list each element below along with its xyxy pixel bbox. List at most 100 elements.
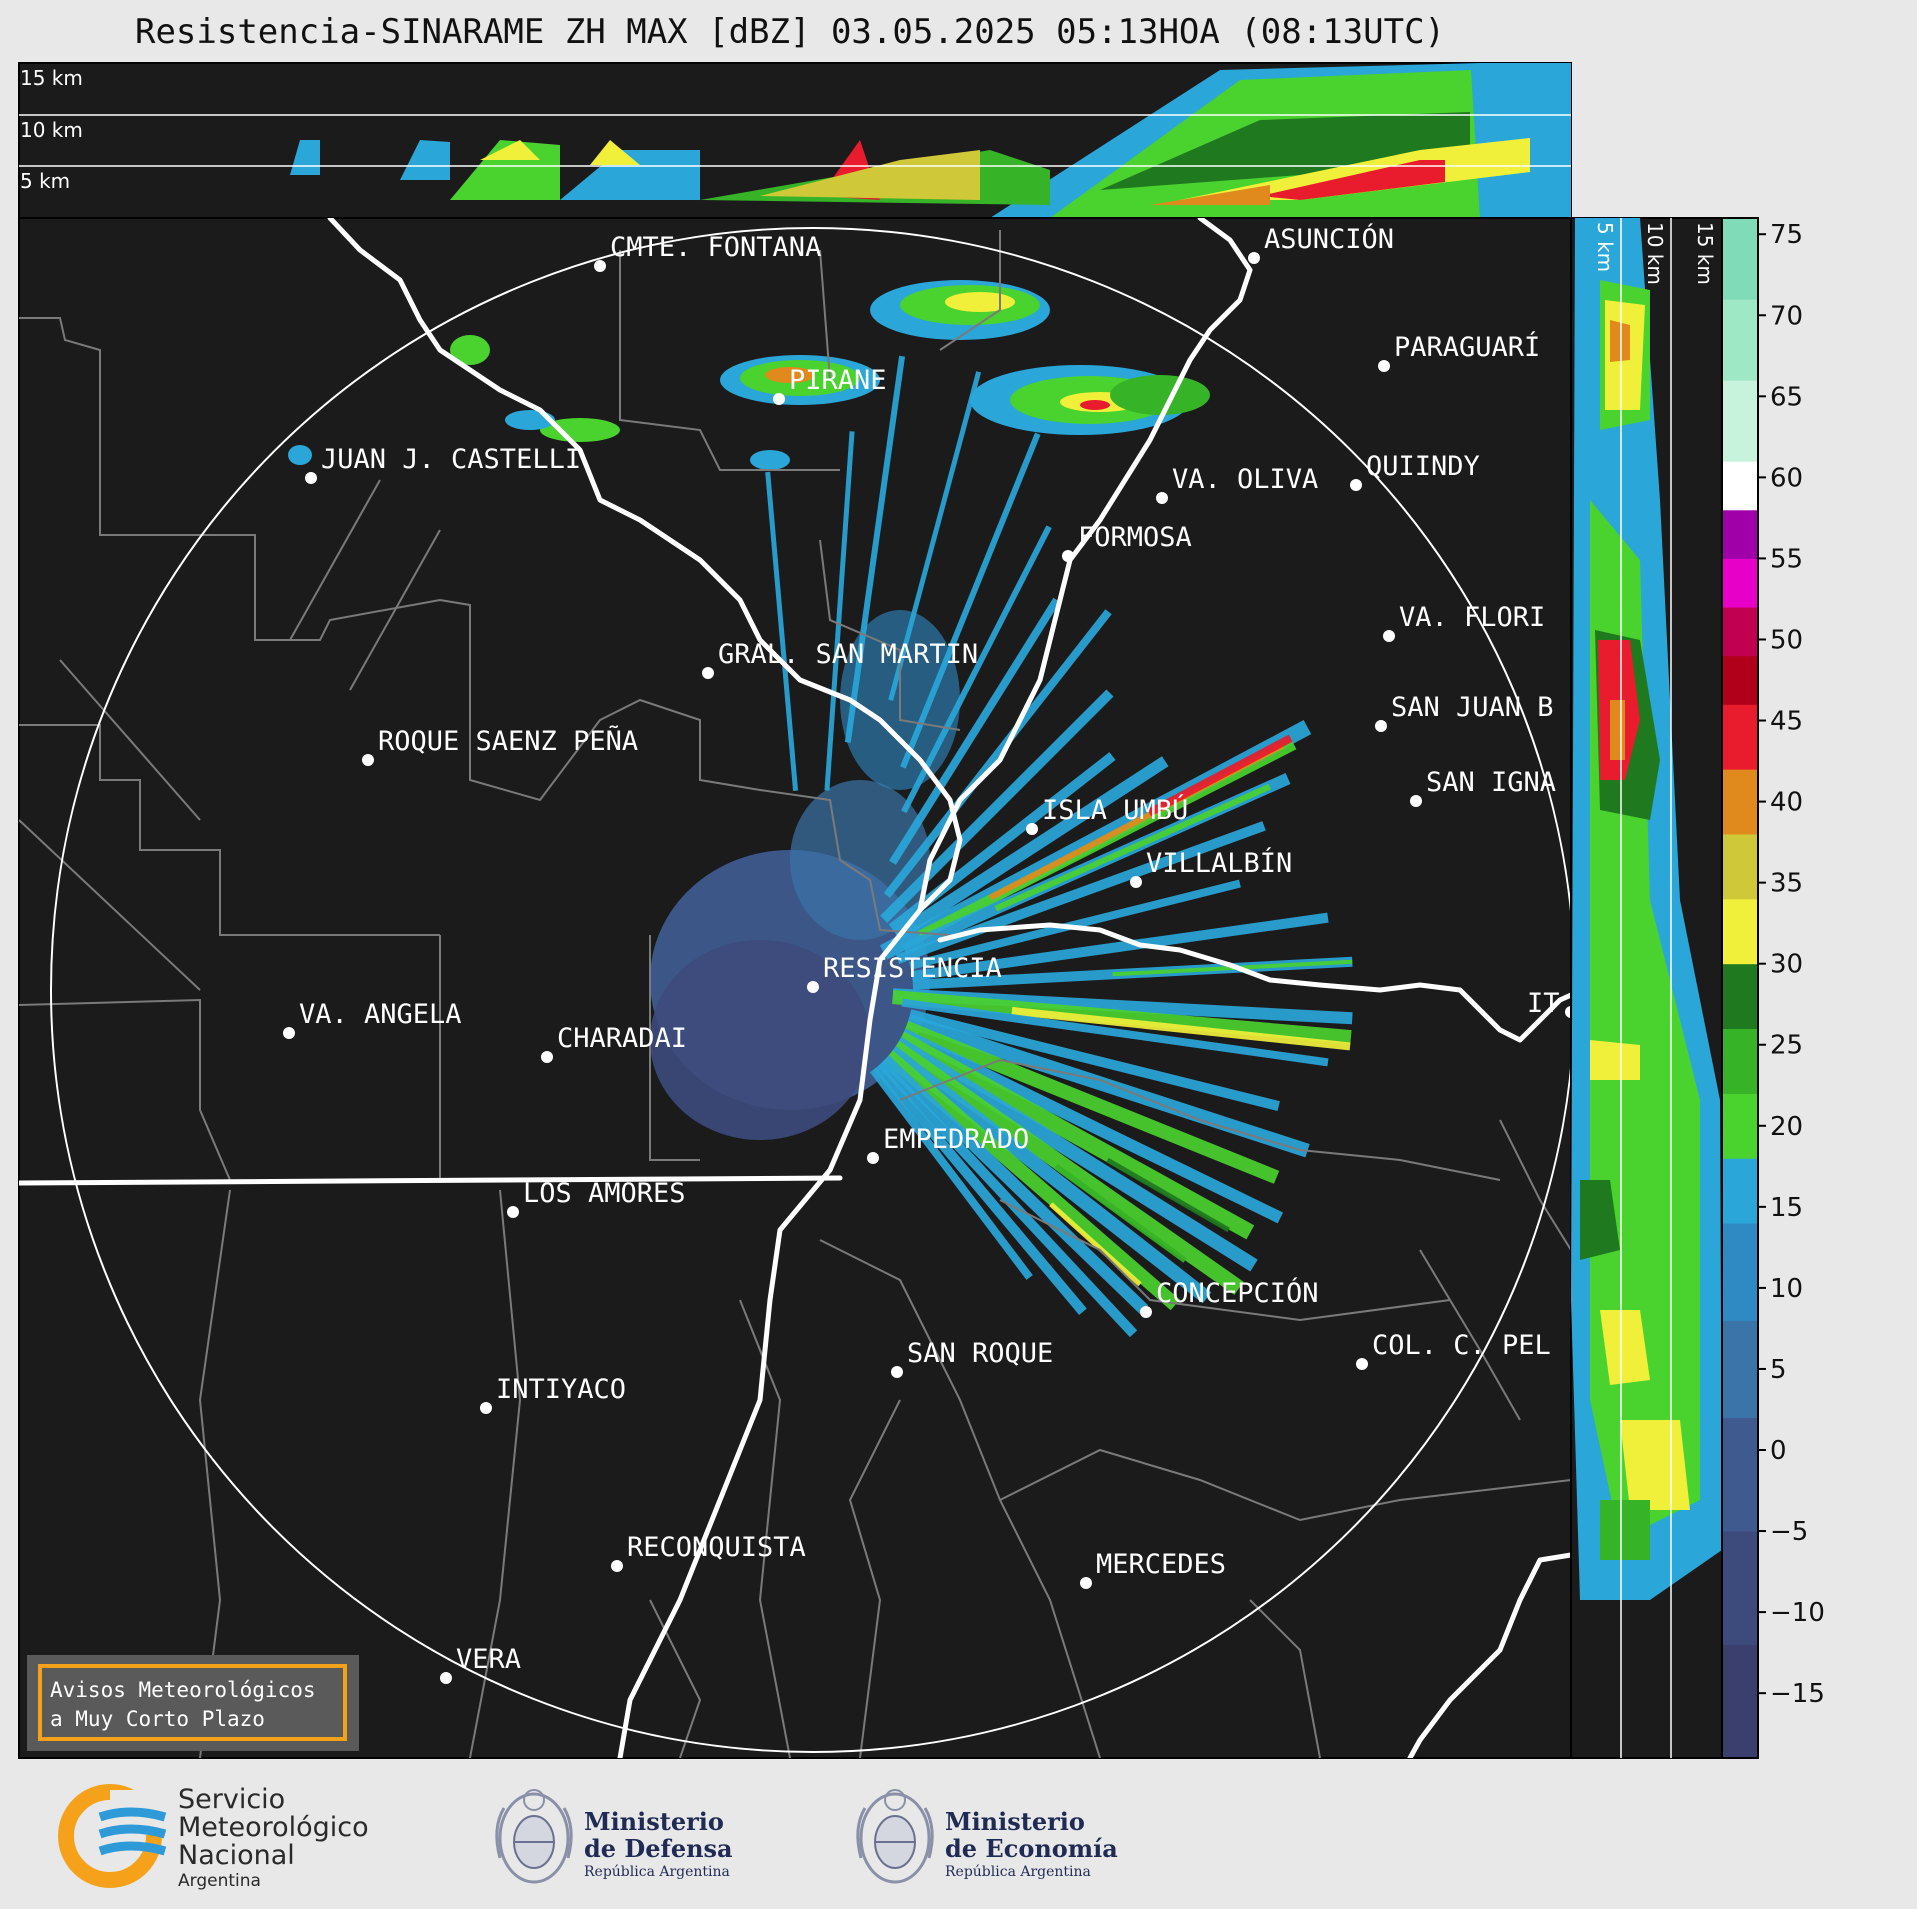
alert-box[interactable]: Avisos Meteorológicos a Muy Corto Plazo [27,1655,359,1751]
city-label: RESISTENCIA [823,953,1002,984]
colorbar-tick-label: 20 [1770,1112,1803,1142]
colorbar-tick-label: 75 [1770,220,1803,250]
city-label: ASUNCIÓN [1264,223,1394,255]
city-label: VERA [456,1644,521,1675]
echo-beam-28 [890,1040,1244,1295]
city-5: VA. OLIVA [1156,464,1318,504]
city-22: SAN ROQUE [891,1338,1053,1378]
smn-logo-line2: Meteorológico [178,1812,369,1843]
side-cross-section-panel: 5 km 10 km 15 km [1570,217,1723,1759]
colorbar-swatch-13 [1722,655,1758,705]
colorbar-swatch-12 [1722,704,1758,770]
colorbar-swatch-3 [1722,1320,1758,1419]
city-17: VA. ANGELA [283,999,462,1039]
colorbar-tick-label: 55 [1770,544,1803,574]
defensa-line1: Ministerio [584,1807,724,1836]
echo-beam-3 [1147,734,1293,817]
city-11: ROQUE SAENZ PEÑA [362,725,638,766]
city-marker-icon [594,260,606,272]
echo-beam-11 [889,597,1061,865]
colorbar-swatch-10 [1722,834,1758,900]
political-boundaries [19,230,1571,1758]
colorbar-swatch-16 [1722,509,1758,559]
coat-of-arms-icon [856,1789,934,1884]
echo-beam-21 [901,998,1329,1067]
city-marker-icon [1565,1006,1571,1018]
defensa-line2: de Defensa [584,1834,733,1863]
colorbar-swatch-9 [1722,898,1758,965]
coat-of-arms-icon [495,1789,573,1884]
city-15: RESISTENCIA [807,953,1002,993]
city-4: JUAN J. CASTELLI [305,444,581,484]
economia-logo: Ministerio de Economía República Argenti… [856,1789,1118,1884]
colorbar-swatch-8 [1722,963,1758,1030]
city-1: ASUNCIÓN [1248,223,1394,264]
economia-line3: República Argentina [945,1864,1091,1880]
smn-wave-icon [98,1807,167,1822]
city-3: PIRANE [773,365,887,405]
city-marker-icon [283,1027,295,1039]
city-marker-icon [867,1152,879,1164]
side-height-label-10km: 10 km [1643,222,1667,285]
echo-beam-9 [880,689,1114,923]
city-label: SAN ROQUE [907,1338,1053,1369]
colorbar-tick-label: 35 [1770,869,1803,899]
alert-box-line1: Avisos Meteorológicos [50,1678,316,1702]
colorbar-swatch-2 [1722,1417,1758,1532]
side-height-label-5km: 5 km [1593,222,1617,272]
city-8: VA. FLORI [1383,602,1545,642]
colorbar-tick-label: 15 [1770,1193,1803,1223]
city-label: MERCEDES [1096,1549,1226,1580]
city-markers: CMTE. FONTANA ASUNCIÓN PARAGUARÍ PIRANE JUAN… [283,223,1571,1684]
city-label: ISLA UMBÚ [1042,794,1188,826]
rivers-and-borders [19,218,1571,1758]
city-label: GRAL. SAN MARTIN [718,639,978,670]
city-marker-icon [1383,630,1395,642]
city-21: CONCEPCIÓN [1140,1277,1319,1318]
colorbar-tick-label: −5 [1770,1517,1808,1547]
city-marker-icon [1356,1358,1368,1370]
city-label: ROQUE SAENZ PEÑA [378,725,638,757]
echo-beam-38 [888,371,982,701]
colorbar-tick-label: 70 [1770,301,1803,331]
echo-beam-26 [896,1031,1255,1240]
city-label: CHARADAI [557,1023,687,1054]
colorbar-swatch-4 [1722,1223,1758,1321]
city-label: LOS AMORES [523,1178,686,1209]
colorbar-swatches [1722,218,1758,1759]
echo-beam-41 [765,471,799,791]
echo-beam-32 [877,1059,1138,1338]
colorbar-swatch-5 [1722,1158,1758,1224]
city-marker-icon [1410,795,1422,807]
colorbar-frame [1721,217,1759,1759]
city-24: INTIYACO [480,1374,626,1414]
smn-logo-line1: Servicio [178,1784,285,1815]
map-panel: CMTE. FONTANA ASUNCIÓN PARAGUARÍ PIRANE JUAN… [18,217,1572,1759]
radar-range-ring [50,227,1571,1753]
echo-beam-29 [887,1046,1212,1304]
city-marker-icon [1375,720,1387,732]
northern-storm-cells [288,280,1210,470]
city-marker-icon [891,1366,903,1378]
colorbar-tick-label: 40 [1770,788,1803,818]
city-label: RECONQUISTA [627,1532,806,1563]
city-label: VA. OLIVA [1172,464,1318,495]
city-label: VA. FLORI [1399,602,1545,633]
top-echo-profile [290,63,1571,218]
echo-beam-22 [908,1009,1280,1111]
city-10: SAN JUAN B [1375,692,1554,732]
echo-beam-36 [1049,1202,1142,1287]
city-marker-icon [702,667,714,679]
colorbar-tick-label: 25 [1770,1031,1803,1061]
city-marker-icon [1378,360,1390,372]
colorbar-tick-label: −15 [1770,1679,1825,1709]
echo-beam-20 [1011,1006,1351,1051]
echo-beam-15 [911,912,1329,982]
alert-box-line2: a Muy Corto Plazo [50,1707,265,1731]
echo-beam-19 [892,989,1352,1045]
city-marker-icon [1156,492,1168,504]
echo-beam-40 [824,431,855,791]
